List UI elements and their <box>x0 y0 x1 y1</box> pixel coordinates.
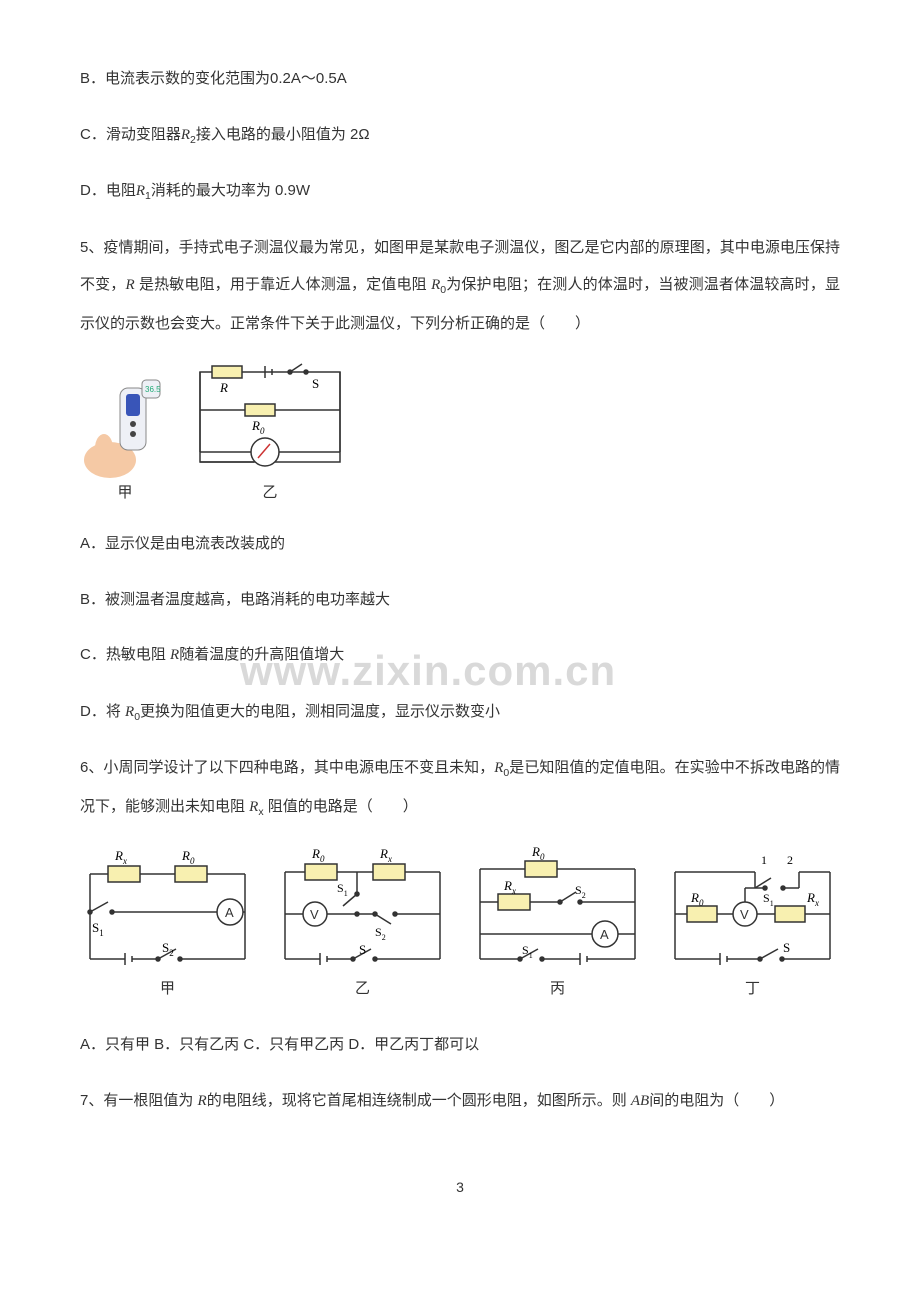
thermometer-illustration: 36.5 <box>80 360 170 480</box>
q5d-post: 更换为阻值更大的电阻，测相同温度，显示仪示数变小 <box>140 703 500 720</box>
svg-text:V: V <box>740 907 749 922</box>
q5-figure-left: 36.5 甲 <box>80 360 170 501</box>
svg-text:S1: S1 <box>763 891 774 908</box>
svg-text:R0: R0 <box>311 846 325 864</box>
q5-R: R <box>125 277 134 293</box>
q6-cap-1: 甲 <box>160 980 175 998</box>
q5-option-d: D．将 R0更换为阻值更大的电阻，测相同温度，显示仪示数变小 <box>80 693 840 732</box>
q6-cap-4: 丁 <box>745 980 760 998</box>
q4-option-c: C．滑动变阻器R2接入电路的最小阻值为 2Ω <box>80 116 840 155</box>
q7-AB: AB <box>631 1093 649 1109</box>
q5-option-a: A．显示仪是由电流表改装成的 <box>80 525 840 563</box>
svg-text:Rx: Rx <box>379 846 392 864</box>
q6-options-line: A．只有甲 B．只有乙丙 C．只有甲乙丙 D．甲乙丙丁都可以 <box>80 1026 840 1064</box>
svg-text:2: 2 <box>787 853 793 867</box>
q6-subfig-3: A R0 Rx S2 S1 丙 <box>470 844 645 998</box>
svg-text:Rx: Rx <box>114 848 127 866</box>
page-number: 3 <box>80 1170 840 1205</box>
q5-figure-right: R R0 S 乙 <box>190 360 350 501</box>
svg-text:1: 1 <box>761 853 767 867</box>
q4-option-b: B．电流表示数的变化范围为0.2A～0.5A <box>80 60 840 98</box>
svg-text:Rx: Rx <box>806 890 819 908</box>
svg-text:A: A <box>225 905 234 920</box>
q5-figure: 36.5 甲 <box>80 360 840 501</box>
q5-circ-S: S <box>312 376 319 391</box>
svg-text:S2: S2 <box>575 883 586 900</box>
q5-option-b: B．被测温者温度越高，电路消耗的电功率越大 <box>80 581 840 619</box>
q6-circuit-4: V 1 2 S1 R0 Rx S <box>665 844 840 974</box>
q7-R: R <box>198 1093 207 1109</box>
q5c-pre: C．热敏电阻 <box>80 646 170 663</box>
q5c-R: R <box>170 647 179 663</box>
q4c-post: 接入电路的最小阻值为 2Ω <box>196 126 370 143</box>
q4c-r: R <box>181 127 190 143</box>
q7-text-a: 7、有一根阻值为 <box>80 1092 198 1109</box>
q6-stem: 6、小周同学设计了以下四种电路，其中电源电压不变且未知，R0是已知阻值的定值电阻… <box>80 749 840 826</box>
svg-text:36.5: 36.5 <box>145 385 161 394</box>
q5-option-c: www.zixin.com.cn C．热敏电阻 R随着温度的升高阻值增大 <box>80 636 840 675</box>
q5-circ-R0sub: 0 <box>260 426 265 436</box>
q5c-post: 随着温度的升高阻值增大 <box>179 646 344 663</box>
q5d-R0: R <box>125 704 134 720</box>
q6-text-c: 阻值的电路是（ ） <box>264 798 418 815</box>
svg-text:R0: R0 <box>181 848 195 866</box>
q7-text-b: 的电阻线，现将它首尾相连绕制成一个圆形电阻，如图所示。则 <box>207 1092 631 1109</box>
svg-text:S1: S1 <box>92 920 104 938</box>
q6-cap-2: 乙 <box>355 980 370 998</box>
q4d-post: 消耗的最大功率为 0.9W <box>151 182 310 199</box>
q6-circuit-3: A R0 Rx S2 S1 <box>470 844 645 974</box>
svg-text:V: V <box>310 907 319 922</box>
q5-caption-left: 甲 <box>117 486 132 501</box>
q5d-pre: D．将 <box>80 703 125 720</box>
q5-stem: 5、疫情期间，手持式电子测温仪最为常见，如图甲是某款电子测温仪，图乙是它内部的原… <box>80 229 840 343</box>
q6-cap-3: 丙 <box>550 980 565 998</box>
q5-circ-R0: R <box>251 418 260 433</box>
q4c-pre: C．滑动变阻器 <box>80 126 181 143</box>
q7-stem: 7、有一根阻值为 R的电阻线，现将它首尾相连绕制成一个圆形电阻，如图所示。则 A… <box>80 1082 840 1121</box>
q4d-pre: D．电阻 <box>80 182 136 199</box>
q5-R0: R <box>431 277 440 293</box>
svg-text:R0: R0 <box>251 418 265 436</box>
q6-figure-row: A Rx R0 S1 S2 甲 V R0 Rx <box>80 844 840 998</box>
q6-subfig-1: A Rx R0 S1 S2 甲 <box>80 844 255 998</box>
q4-option-d: D．电阻R1消耗的最大功率为 0.9W <box>80 172 840 211</box>
q5-circuit-diagram: R R0 S <box>190 360 350 480</box>
svg-text:R0: R0 <box>531 844 545 862</box>
svg-text:S1: S1 <box>337 881 348 898</box>
q5-caption-right: 乙 <box>262 486 277 501</box>
q5-circ-R: R <box>219 380 228 395</box>
svg-text:A: A <box>600 927 609 942</box>
q6-subfig-4: V 1 2 S1 R0 Rx S 丁 <box>665 844 840 998</box>
q7-text-c: 间的电阻为（ ） <box>649 1092 784 1109</box>
svg-text:S: S <box>359 942 366 957</box>
q6-text-a: 6、小周同学设计了以下四种电路，其中电源电压不变且未知， <box>80 759 494 776</box>
svg-text:S2: S2 <box>375 925 386 942</box>
q4d-r: R <box>136 183 145 199</box>
q6-Rx: R <box>249 799 258 815</box>
q5-text-b: 是热敏电阻，用于靠近人体测温，定值电阻 <box>135 276 431 293</box>
q6-circuit-2: V R0 Rx S1 S2 S <box>275 844 450 974</box>
q6-circuit-1: A Rx R0 S1 S2 <box>80 844 255 974</box>
svg-text:S: S <box>783 940 790 955</box>
q6-subfig-2: V R0 Rx S1 S2 S 乙 <box>275 844 450 998</box>
